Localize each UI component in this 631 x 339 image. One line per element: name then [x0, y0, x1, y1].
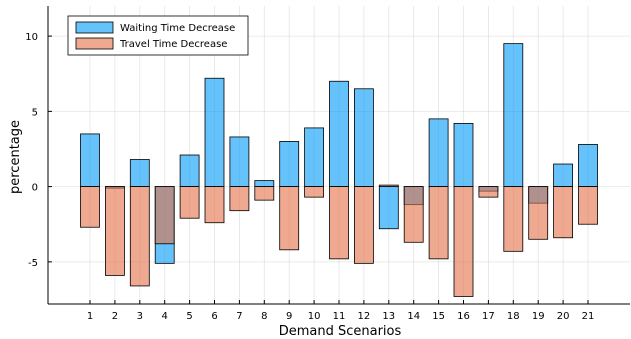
- bar-waiting-6: [204, 77, 225, 188]
- x-tick-label: 13: [382, 311, 395, 322]
- bar-waiting-21: [578, 144, 598, 188]
- x-tick-label: 18: [507, 311, 520, 322]
- bar-travel-18: [503, 186, 524, 252]
- legend-label-waiting: Waiting Time Decrease: [120, 23, 235, 34]
- x-tick-label: 7: [236, 311, 242, 322]
- bar-travel-7: [229, 186, 250, 212]
- bar-travel-1: [80, 186, 100, 228]
- bar-travel-11: [329, 186, 349, 260]
- bar-waiting-5: [179, 154, 200, 188]
- bar-travel-12: [353, 186, 374, 264]
- x-axis-title: Demand Scenarios: [279, 324, 402, 339]
- bar-travel-19: [528, 186, 549, 240]
- x-tick-label: 19: [532, 311, 545, 322]
- bar-waiting-8: [254, 180, 275, 188]
- x-tick-label: 2: [112, 311, 118, 322]
- bar-travel-21: [578, 186, 598, 225]
- axes: [47, 6, 630, 305]
- bar-travel-4: [154, 186, 175, 245]
- x-tick-label: 15: [432, 311, 445, 322]
- x-tick-label: 21: [582, 311, 595, 322]
- bar-travel-15: [428, 186, 449, 260]
- x-tick-label: 17: [482, 311, 495, 322]
- x-tick-label: 9: [286, 311, 292, 322]
- bar-travel-6: [204, 186, 225, 224]
- y-tick-label: -5: [28, 258, 38, 269]
- bar-waiting-10: [304, 127, 325, 188]
- bar-waiting-1: [80, 133, 100, 188]
- x-tick-label: 14: [407, 311, 420, 322]
- bar-waiting-13: [378, 186, 399, 230]
- x-tick-label: 10: [308, 311, 321, 322]
- bar-waiting-9: [279, 141, 300, 188]
- bar-travel-20: [553, 186, 573, 239]
- x-tick-label: 12: [358, 311, 371, 322]
- bar-waiting-11: [329, 80, 349, 188]
- bars: [80, 43, 598, 297]
- bar-travel-5: [179, 186, 200, 219]
- bar-travel-9: [279, 186, 300, 251]
- legend: Waiting Time Decrease Travel Time Decrea…: [67, 15, 249, 56]
- bar-travel-3: [129, 186, 150, 287]
- bar-waiting-7: [229, 136, 250, 188]
- x-tick-labels: 1 2 3 4 5 6 7 8 9 10 11 12 13 14 15 16 17 18 19 20 21: [87, 311, 595, 322]
- x-tick-label: 11: [333, 311, 346, 322]
- bar-waiting-16: [453, 122, 474, 188]
- x-tick-label: 16: [457, 311, 470, 322]
- y-tick-labels: -5 0 5 10: [25, 32, 38, 269]
- bar-travel-2: [105, 186, 125, 276]
- bar-travel-16: [453, 186, 474, 297]
- y-axis-title: percentage: [8, 120, 23, 194]
- bar-travel-13: [378, 184, 399, 188]
- bar-waiting-18: [503, 43, 524, 188]
- x-tick-label: 6: [211, 311, 217, 322]
- y-tick-label: 10: [25, 32, 38, 43]
- x-tick-label: 5: [186, 311, 192, 322]
- bar-waiting-20: [553, 163, 573, 188]
- bar-travel-10: [304, 186, 325, 198]
- x-tick-label: 1: [87, 311, 93, 322]
- bar-waiting-3: [129, 159, 150, 188]
- x-tick-label: 4: [162, 311, 168, 322]
- x-tick-label: 8: [261, 311, 267, 322]
- bar-travel-8: [254, 186, 275, 201]
- x-tick-label: 20: [557, 311, 570, 322]
- legend-swatch-travel: [75, 37, 114, 50]
- y-tick-label: 5: [32, 107, 38, 118]
- x-tick-label: 3: [137, 311, 143, 322]
- bar-waiting-12: [353, 88, 374, 188]
- legend-swatch-waiting: [75, 21, 114, 34]
- y-tick-label: 0: [32, 183, 38, 194]
- legend-label-travel: Travel Time Decrease: [119, 39, 227, 50]
- bar-waiting-15: [428, 118, 449, 188]
- bar-travel-17: [478, 186, 499, 198]
- bar-travel-14: [403, 186, 424, 243]
